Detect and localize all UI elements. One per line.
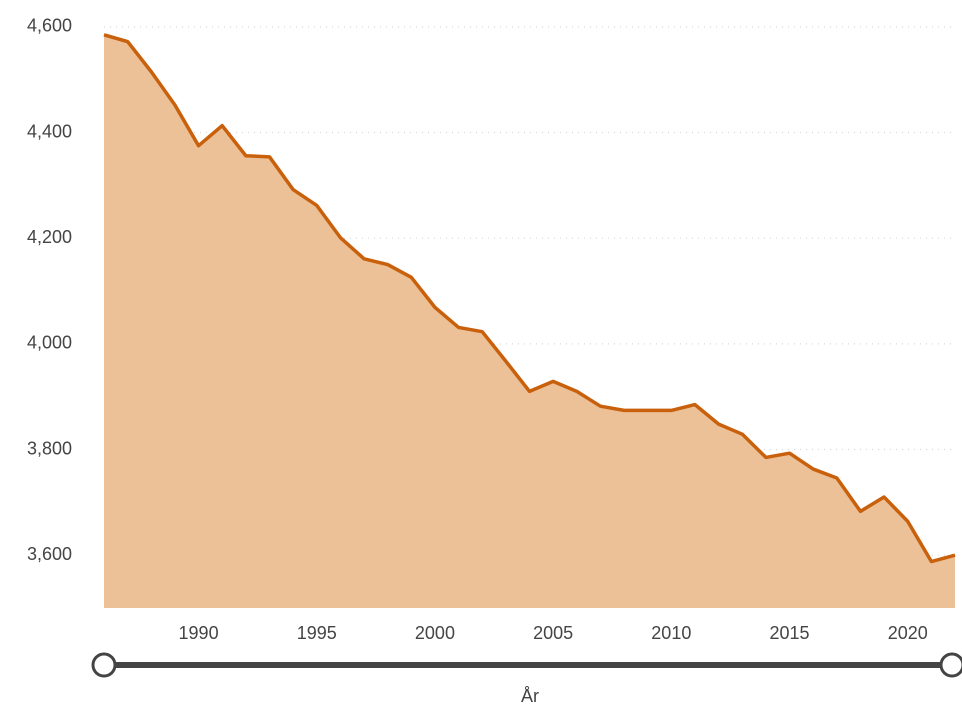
x-axis-label: År [521, 686, 539, 706]
y-tick-label: 3,600 [27, 544, 72, 564]
area-line [103, 33, 956, 564]
y-tick-label: 3,800 [27, 438, 72, 458]
y-tick-label: 4,200 [27, 227, 72, 247]
x-tick-label: 2005 [533, 623, 573, 643]
range-slider-start-handle[interactable] [91, 652, 117, 678]
x-tick-label: 2010 [651, 623, 691, 643]
x-tick-label: 2000 [415, 623, 455, 643]
plot-area: 3,600 3,800 4,000 4,200 4,400 4,600 1990 1995 20… [27, 16, 956, 643]
y-tick-label: 4,000 [27, 333, 72, 353]
area-fill [104, 34, 955, 608]
x-tick-label: 2015 [770, 623, 810, 643]
y-tick-label: 4,600 [27, 16, 72, 36]
x-tick-label: 1995 [297, 623, 337, 643]
x-tick-label: 2020 [888, 623, 928, 643]
range-slider-end-handle[interactable] [939, 652, 962, 678]
x-tick-label: 1990 [179, 623, 219, 643]
y-tick-label: 4,400 [27, 121, 72, 141]
